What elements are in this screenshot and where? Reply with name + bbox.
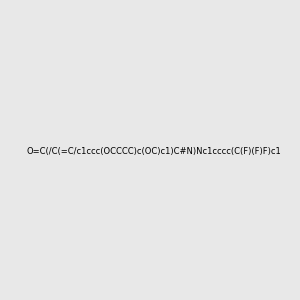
Text: O=C(/C(=C/c1ccc(OCCCC)c(OC)c1)C#N)Nc1cccc(C(F)(F)F)c1: O=C(/C(=C/c1ccc(OCCCC)c(OC)c1)C#N)Nc1ccc… xyxy=(26,147,281,156)
